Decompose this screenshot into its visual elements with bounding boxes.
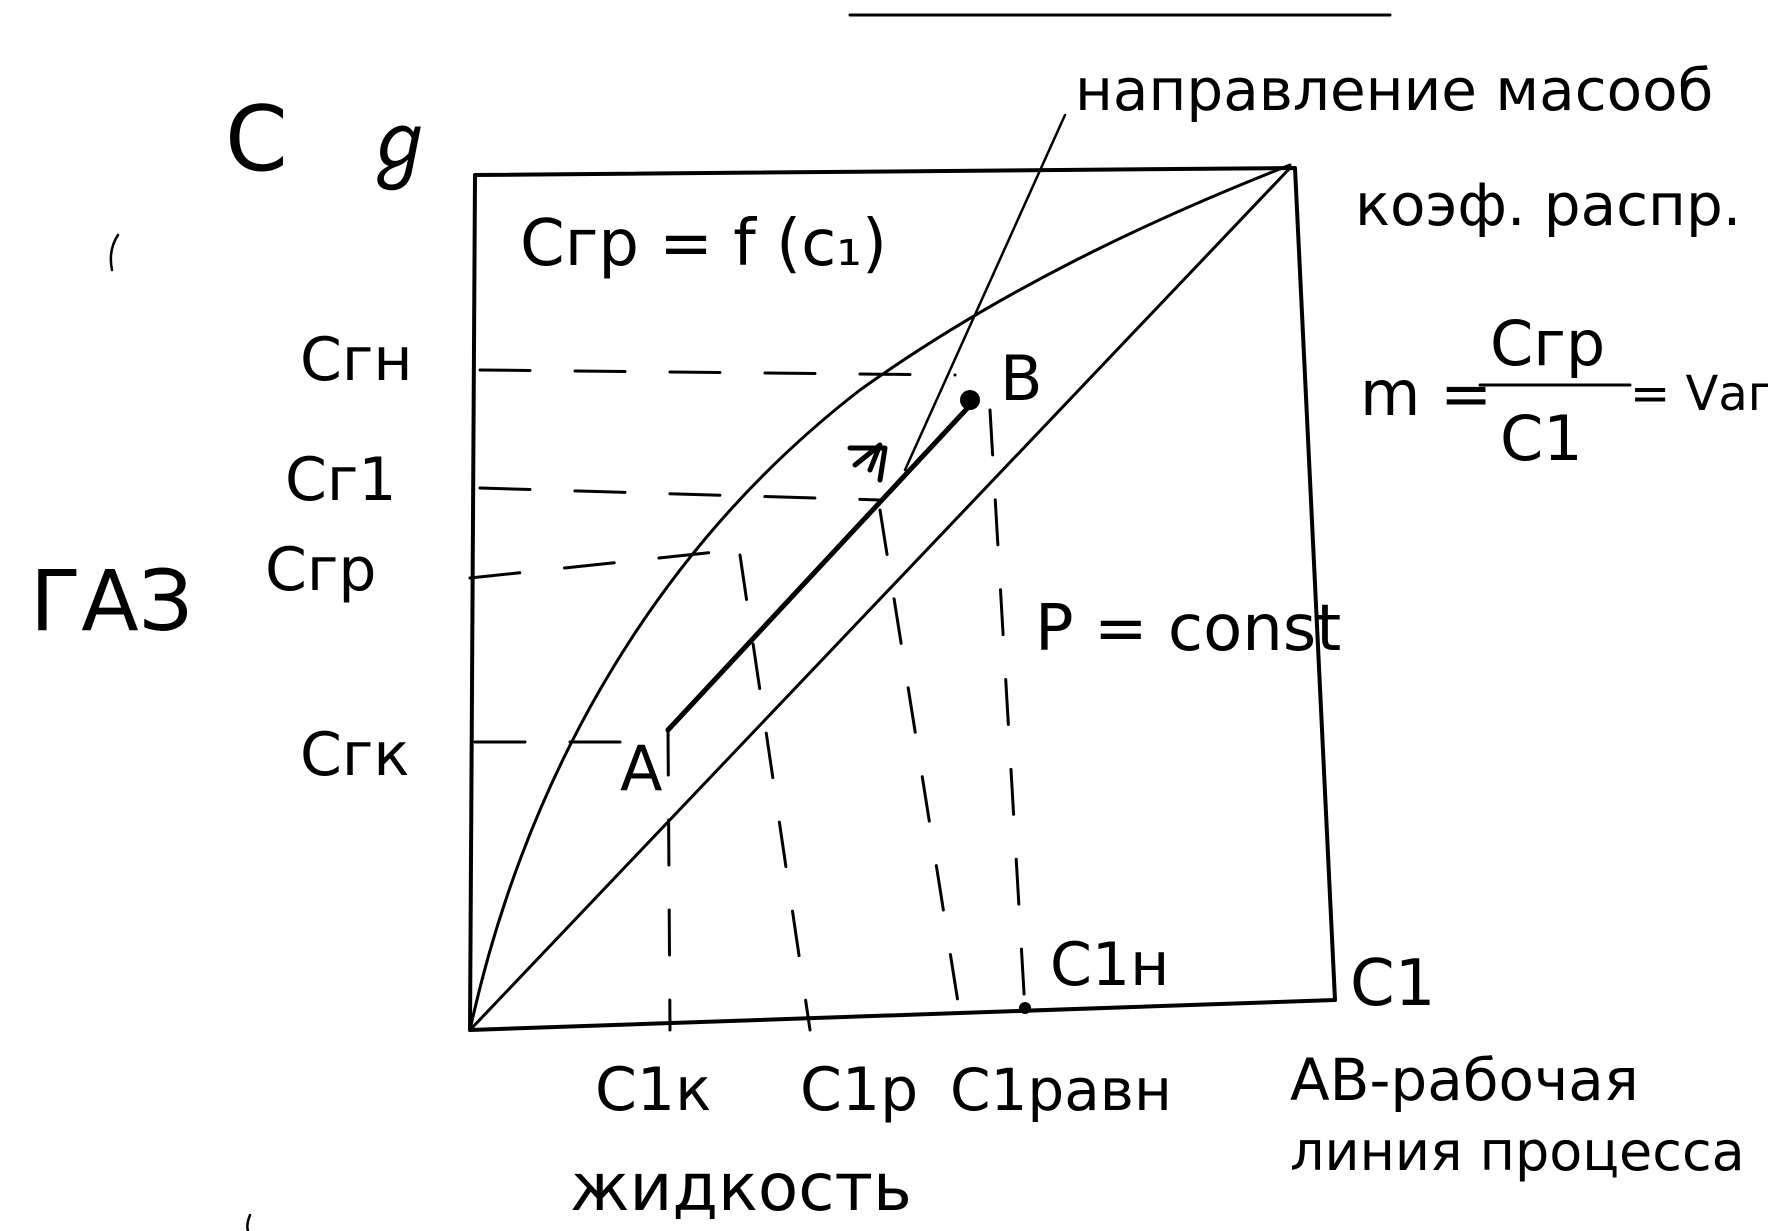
dash-c-g1 <box>478 486 882 502</box>
label-c-1p: С1р <box>800 1055 918 1125</box>
label-c-gn: Сгн <box>300 325 413 395</box>
label-m-den: С1 <box>1500 402 1583 475</box>
label-gas: ГАЗ <box>30 552 193 650</box>
label-c-grav: Сгр <box>265 535 377 605</box>
plot-frame <box>468 166 1337 1032</box>
label-m-num: Сгр <box>1490 307 1605 380</box>
label-c-1n: С1н <box>1050 930 1169 1000</box>
working-line-ab <box>665 397 978 733</box>
label-axis-y-top: C <box>225 87 288 192</box>
label-point-b: B <box>1000 342 1043 415</box>
label-c-1ravn: С1равн <box>950 1056 1172 1124</box>
label-axis-x-right: С1 <box>1350 947 1435 1021</box>
dash-c-1ravn <box>988 408 1027 1012</box>
label-p-const: P = const <box>1035 592 1341 666</box>
label-c-g1: Сг1 <box>285 445 397 515</box>
direction-line <box>903 113 1067 472</box>
label-m-eq-left: m = <box>1360 357 1492 430</box>
dash-c-grav <box>468 548 737 580</box>
diagonal-line <box>468 166 1292 1032</box>
label-liquid: жидкость <box>570 1149 912 1226</box>
label-title-function: Сгр = f (c₁) <box>520 207 887 281</box>
label-c-1k: С1к <box>595 1055 711 1125</box>
dash-c-1k <box>666 728 672 1032</box>
direction-arrow <box>847 442 888 483</box>
label-ab-line-2: линия процесса <box>1290 1120 1745 1183</box>
dash-c-1p <box>738 553 812 1032</box>
equilibrium-curve <box>468 163 1292 1032</box>
stray-mark-left <box>109 233 120 272</box>
label-coef: коэф. распр. <box>1355 171 1741 239</box>
label-c-gk: Сгк <box>300 720 410 790</box>
label-axis-y-top-mark: ℊ <box>360 96 440 191</box>
point-c-1n <box>1019 1002 1031 1014</box>
stray-mark-bottom <box>246 1213 252 1231</box>
label-ab-line-1: AB-рабочая <box>1290 1046 1639 1114</box>
point-b-dot <box>960 390 980 410</box>
dash-c-gn <box>478 368 957 377</box>
label-direction: направление масооб <box>1075 56 1713 124</box>
label-m-eq-right: = Vаг <box>1630 366 1768 422</box>
label-point-a: A <box>620 732 662 805</box>
